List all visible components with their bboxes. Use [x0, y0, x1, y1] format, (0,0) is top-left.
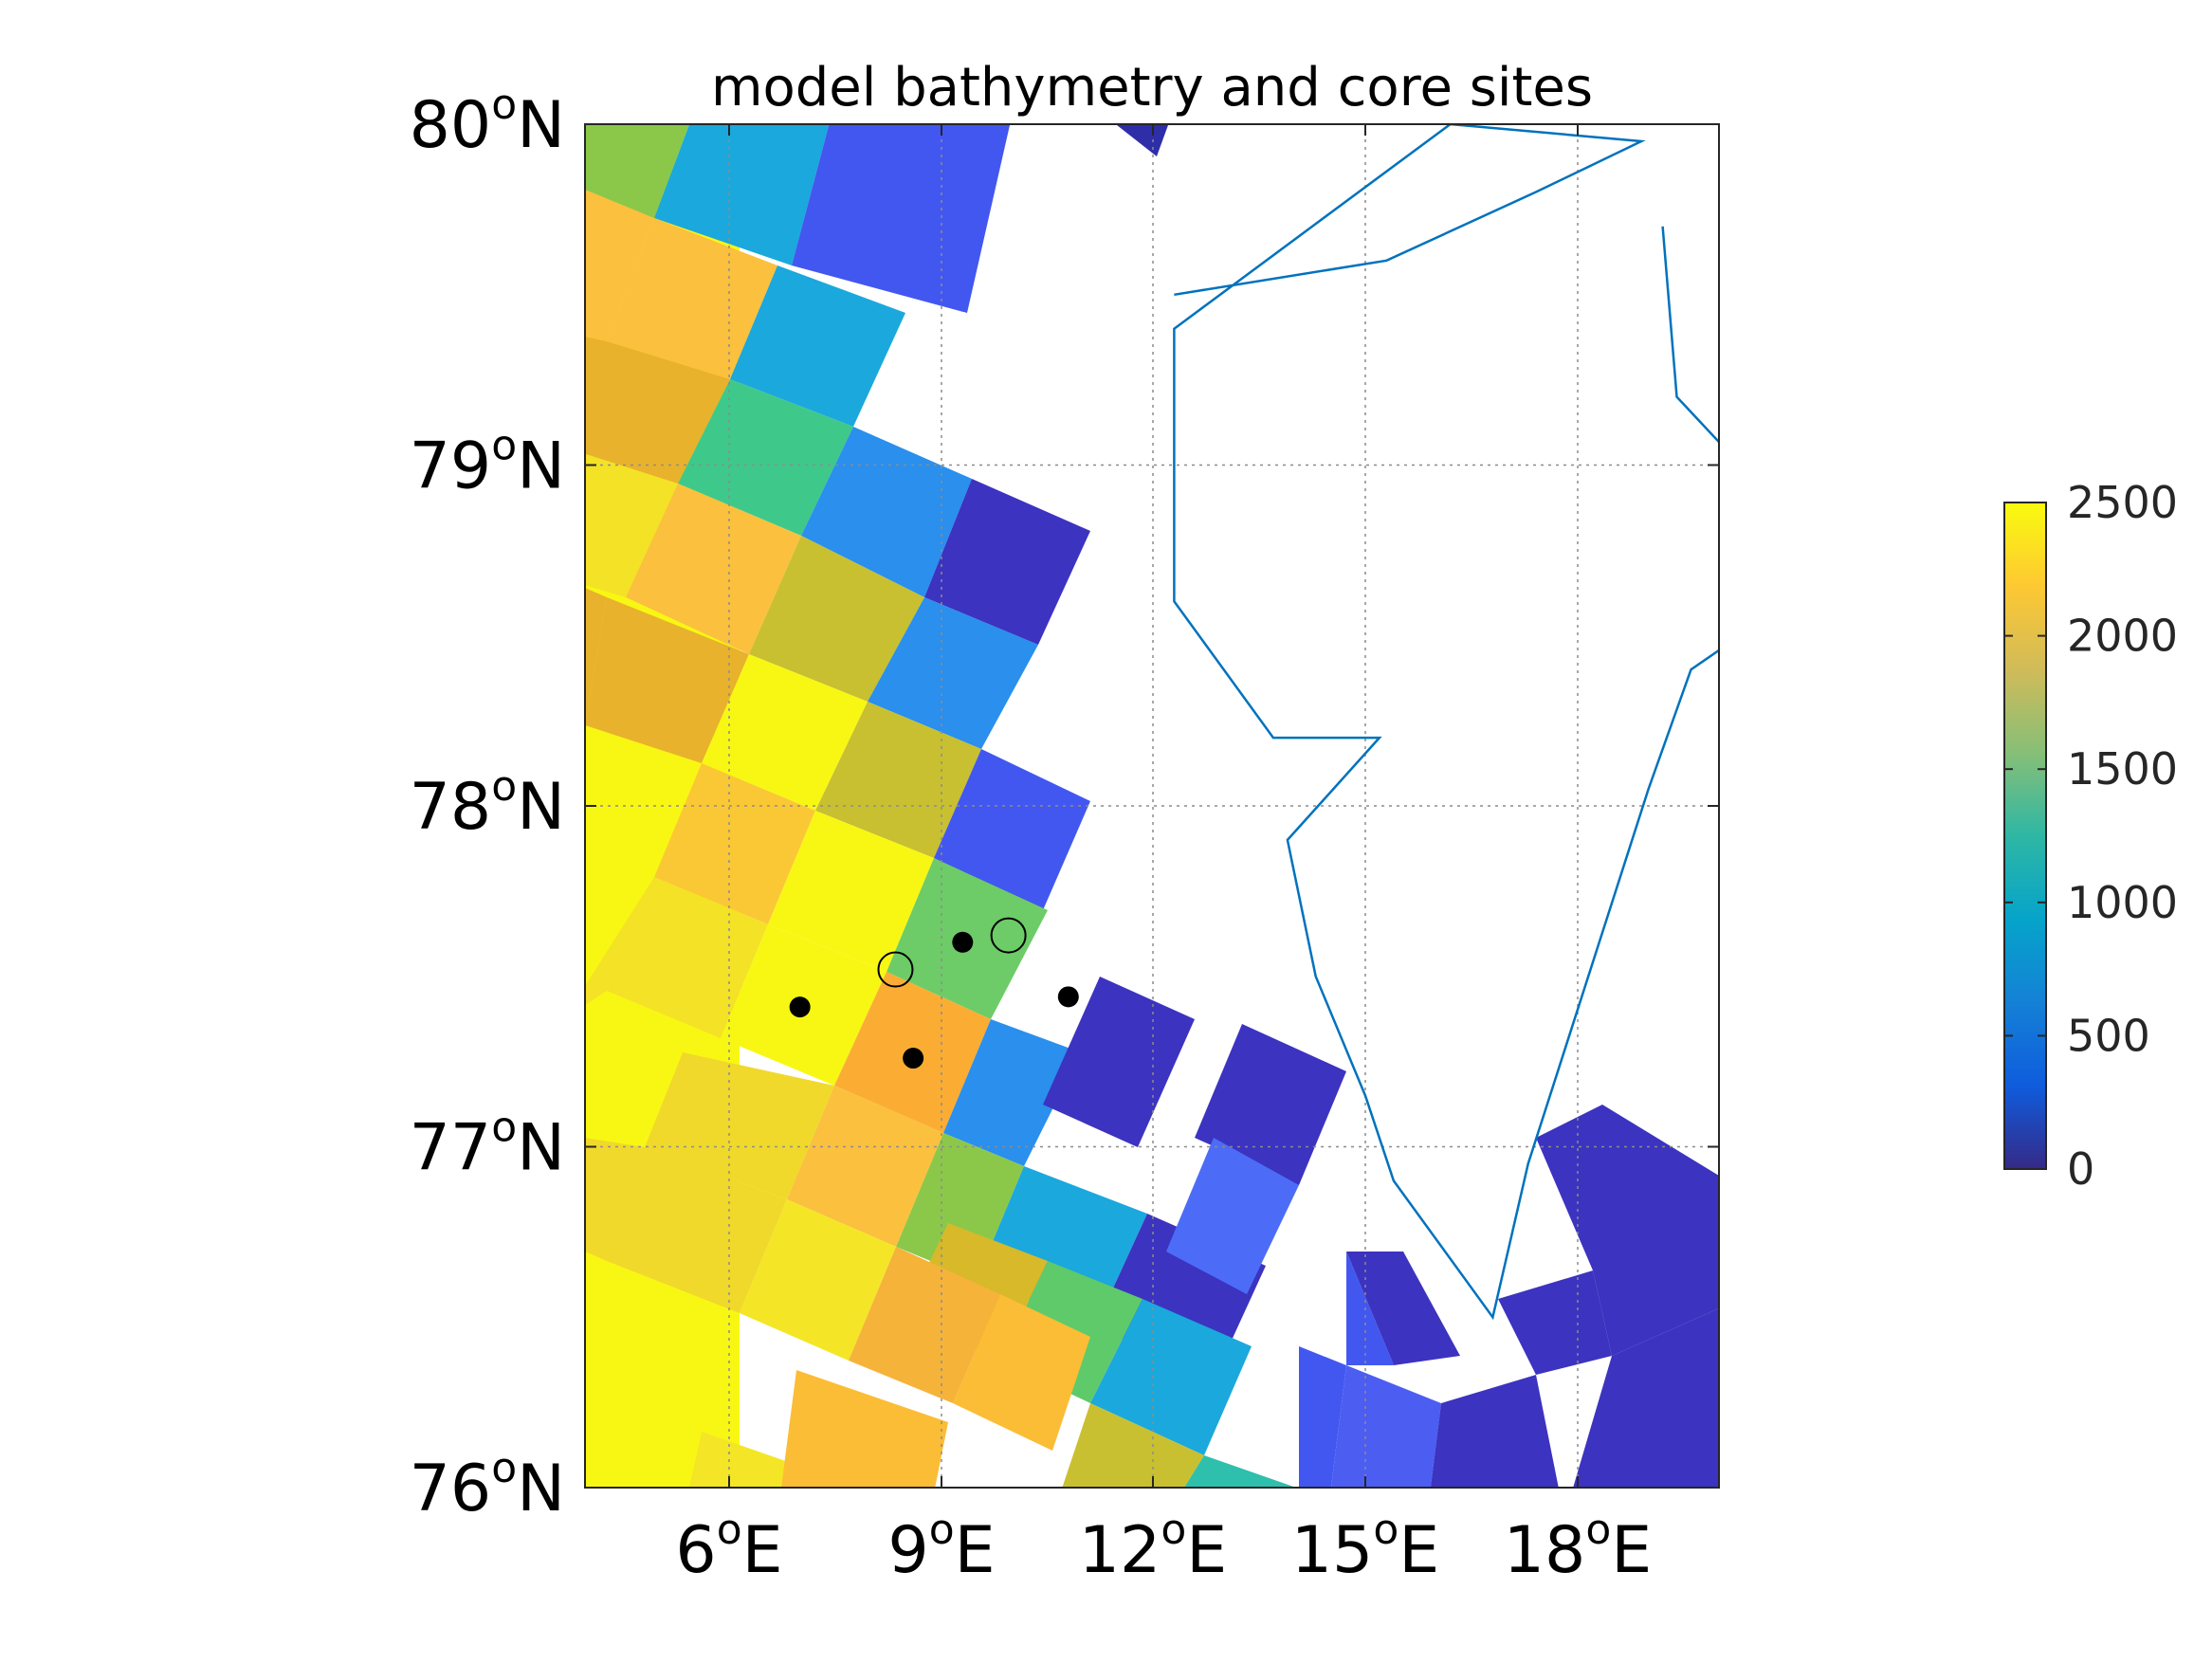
bathy-cell — [1536, 1105, 1719, 1356]
bathy-cell — [781, 1370, 948, 1488]
bathy-cell — [607, 1147, 787, 1313]
bathy-cell — [730, 265, 905, 427]
coastline-east — [1661, 226, 1719, 445]
bathy-cell — [792, 124, 1011, 313]
bathy-cell — [943, 1019, 1081, 1166]
bathy-cell — [585, 1138, 645, 1261]
bathy-cell — [934, 749, 1090, 910]
lon-tick-label: 12oE — [1079, 1506, 1227, 1588]
bathy-cell — [1346, 1252, 1460, 1365]
map-content — [585, 124, 1719, 1488]
lat-tick-label: 80oN — [410, 81, 565, 163]
coastline — [1173, 124, 1719, 1321]
core-site-open — [877, 951, 914, 988]
bathy-cell — [1062, 1403, 1204, 1488]
bathy-cell — [815, 702, 981, 858]
lon-tick-label: 15oE — [1291, 1506, 1439, 1588]
colorbar-tick-label: 0 — [2067, 1143, 2094, 1195]
bathy-cell — [585, 124, 690, 218]
chart-title: model bathymetry and core sites — [711, 57, 1593, 119]
bathy-cell — [1090, 1299, 1252, 1455]
core-site-filled — [952, 931, 974, 953]
latitude-tick-labels: 76oN 77oN 78oN 79oN 80oN — [410, 81, 565, 1526]
bathy-cell — [1330, 1365, 1441, 1488]
bathy-cell — [688, 1432, 796, 1488]
axis-ticks — [585, 123, 1719, 1489]
bathy-cell — [787, 1086, 943, 1247]
bathy-cell — [585, 337, 607, 455]
bathy-cell — [607, 877, 768, 1038]
coastline-svalbard — [1173, 124, 1719, 1321]
bathy-cell — [645, 1052, 834, 1199]
bathy-cell — [585, 588, 607, 725]
bathy-cell — [1573, 1308, 1719, 1488]
colorbar: 0 500 1000 1500 2000 2500 — [2003, 477, 2178, 1195]
core-sites — [789, 917, 1079, 1069]
core-site-open — [990, 917, 1027, 954]
lat-tick-label: 79oN — [410, 422, 565, 504]
bathy-cell — [849, 1247, 1000, 1403]
bathy-cell — [1346, 1252, 1394, 1365]
core-site-filled — [1057, 986, 1079, 1008]
bathy-cell — [585, 190, 654, 341]
bathy-cell — [924, 479, 1090, 645]
colorbar-tick-label: 2500 — [2067, 477, 2178, 528]
bathy-cell — [702, 654, 868, 811]
bathy-cell — [585, 597, 749, 763]
lon-tick-label: 6oE — [675, 1506, 782, 1588]
bathy-cell — [896, 1133, 1024, 1280]
bathy-cell — [1299, 1346, 1346, 1488]
bathy-cell — [1498, 1270, 1612, 1375]
bathy-cell — [1195, 1024, 1346, 1185]
bathy-cell — [1184, 1455, 1297, 1488]
colorbar-tick-label: 500 — [2067, 1010, 2150, 1061]
bathy-cell — [1115, 124, 1169, 156]
core-site-filled — [789, 996, 811, 1018]
bathy-cell — [1346, 1252, 1403, 1261]
bathy-cell — [1166, 1138, 1299, 1294]
colorbar-tick-label: 1500 — [2067, 743, 2178, 795]
colorbar-ticks: 0 500 1000 1500 2000 2500 — [2004, 477, 2178, 1195]
lat-tick-label: 76oN — [410, 1444, 565, 1526]
bathy-cell — [585, 341, 730, 484]
lat-tick-label: 77oN — [410, 1104, 565, 1186]
bathy-cell — [953, 1294, 1090, 1451]
bathy-cell — [585, 877, 654, 1005]
bathy-cell — [801, 427, 972, 597]
bathy-cell — [678, 379, 853, 536]
bathy-cell — [626, 484, 801, 654]
bathymetry-cells — [585, 124, 1719, 1488]
bathy-cell — [740, 1199, 896, 1361]
colorbar-tick-label: 2000 — [2067, 611, 2178, 662]
longitude-tick-labels: 6oE 9oE 12oE 15oE 18oE — [675, 1506, 1652, 1588]
bathy-cell — [607, 218, 777, 379]
map-axes: 76oN 77oN 78oN 79oN 80oN 6oE 9oE 12oE 15oE 18oE — [410, 81, 1720, 1588]
bathy-cell — [654, 124, 830, 265]
lon-tick-label: 18oE — [1504, 1506, 1652, 1588]
bathy-cell — [1043, 977, 1195, 1147]
bathy-cell — [654, 763, 815, 924]
bathy-cell — [585, 453, 678, 597]
bathy-cell — [1430, 1375, 1559, 1488]
lon-tick-label: 9oE — [887, 1506, 995, 1588]
lat-tick-label: 78oN — [410, 762, 565, 845]
bathy-cell — [768, 811, 934, 972]
bathy-cell — [868, 597, 1038, 749]
colorbar-tick-label: 1000 — [2067, 877, 2178, 928]
bathy-cell — [749, 536, 924, 702]
colorbar-gradient — [2003, 502, 2047, 1170]
core-site-filled — [903, 1048, 924, 1069]
